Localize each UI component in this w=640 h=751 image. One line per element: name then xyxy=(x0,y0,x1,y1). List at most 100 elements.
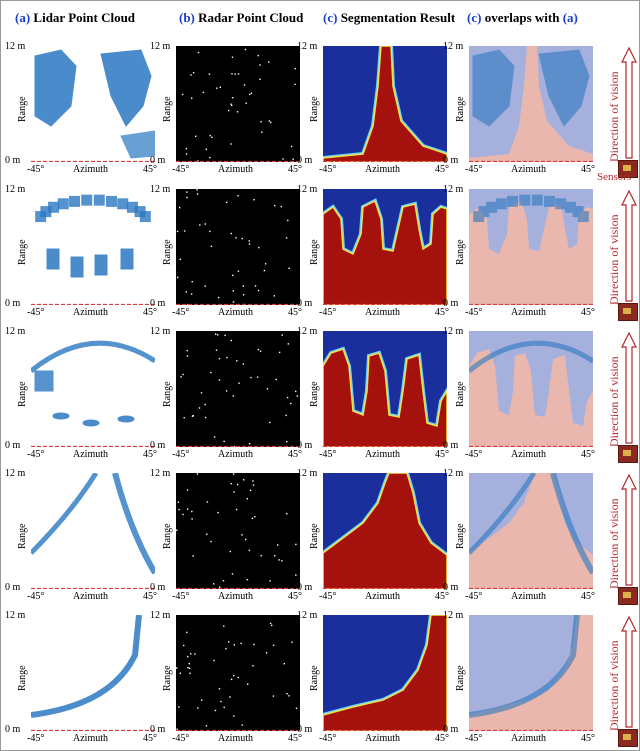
segmentation-panel xyxy=(323,46,447,162)
y-bottom-label: 0 m xyxy=(443,582,459,593)
range-label: Range xyxy=(162,239,173,265)
lidar-panel xyxy=(31,615,155,731)
overlap-panel xyxy=(469,615,593,731)
range-label: Range xyxy=(455,381,466,407)
y-top-label: 12 m xyxy=(443,326,464,337)
direction-arrow-icon xyxy=(621,615,637,728)
sensors-label: Sensors xyxy=(597,171,632,183)
y-bottom-label: 0 m xyxy=(150,440,166,451)
azimuth-label: Azimuth xyxy=(511,449,546,460)
azimuth-label: Azimuth xyxy=(218,307,253,318)
y-top-label: 12 m xyxy=(443,41,464,52)
header-radar: (b) Radar Point Cloud xyxy=(179,10,304,25)
x-left-label: -45° xyxy=(465,307,483,318)
header-segmentation: (c) Segmentation Result xyxy=(323,10,456,25)
x-right-label: 45° xyxy=(435,164,449,175)
x-left-label: -45° xyxy=(172,307,190,318)
x-right-label: 45° xyxy=(143,449,157,460)
y-bottom-label: 0 m xyxy=(5,155,21,166)
x-right-label: 45° xyxy=(288,164,302,175)
azimuth-label: Azimuth xyxy=(365,733,400,744)
x-right-label: 45° xyxy=(581,449,595,460)
x-left-label: -45° xyxy=(319,307,337,318)
x-right-label: 45° xyxy=(288,733,302,744)
y-top-label: 12 m xyxy=(443,610,464,621)
azimuth-label: Azimuth xyxy=(365,307,400,318)
radar-panel xyxy=(176,473,300,589)
azimuth-label: Azimuth xyxy=(218,591,253,602)
azimuth-label: Azimuth xyxy=(365,449,400,460)
y-top-label: 12 m xyxy=(150,184,171,195)
y-top-label: 12 m xyxy=(5,468,26,479)
lidar-panel xyxy=(31,331,155,447)
sensor-icon xyxy=(618,445,638,463)
lidar-panel xyxy=(31,473,155,589)
y-bottom-label: 0 m xyxy=(150,724,166,735)
x-right-label: 45° xyxy=(581,164,595,175)
y-bottom-label: 0 m xyxy=(443,724,459,735)
azimuth-label: Azimuth xyxy=(511,307,546,318)
y-top-label: 12 m xyxy=(297,610,318,621)
range-label: Range xyxy=(309,665,320,691)
range-label: Range xyxy=(162,665,173,691)
y-bottom-label: 0 m xyxy=(150,298,166,309)
segmentation-panel xyxy=(323,331,447,447)
direction-label: Direction of vision xyxy=(607,498,621,589)
y-bottom-label: 0 m xyxy=(297,440,313,451)
y-top-label: 12 m xyxy=(297,326,318,337)
radar-panel xyxy=(176,615,300,731)
y-top-label: 12 m xyxy=(5,184,26,195)
x-right-label: 45° xyxy=(435,733,449,744)
x-right-label: 45° xyxy=(288,307,302,318)
azimuth-label: Azimuth xyxy=(73,449,108,460)
y-bottom-label: 0 m xyxy=(297,582,313,593)
direction-arrow-icon xyxy=(621,473,637,586)
y-bottom-label: 0 m xyxy=(443,155,459,166)
direction-arrow-icon xyxy=(621,189,637,302)
azimuth-label: Azimuth xyxy=(365,591,400,602)
y-bottom-label: 0 m xyxy=(5,440,21,451)
azimuth-label: Azimuth xyxy=(73,733,108,744)
x-left-label: -45° xyxy=(27,733,45,744)
y-bottom-label: 0 m xyxy=(5,724,21,735)
y-top-label: 12 m xyxy=(297,184,318,195)
range-label: Range xyxy=(17,523,28,549)
y-bottom-label: 0 m xyxy=(150,582,166,593)
overlap-panel xyxy=(469,189,593,305)
azimuth-label: Azimuth xyxy=(218,733,253,744)
direction-label: Direction of vision xyxy=(607,71,621,162)
x-left-label: -45° xyxy=(319,449,337,460)
azimuth-label: Azimuth xyxy=(511,164,546,175)
direction-label: Direction of vision xyxy=(607,640,621,731)
y-top-label: 12 m xyxy=(150,326,171,337)
range-label: Range xyxy=(309,523,320,549)
x-right-label: 45° xyxy=(581,733,595,744)
x-right-label: 45° xyxy=(435,449,449,460)
x-left-label: -45° xyxy=(172,164,190,175)
direction-arrow-icon xyxy=(621,46,637,159)
x-left-label: -45° xyxy=(172,733,190,744)
range-label: Range xyxy=(455,523,466,549)
x-left-label: -45° xyxy=(27,164,45,175)
x-left-label: -45° xyxy=(27,449,45,460)
azimuth-label: Azimuth xyxy=(511,591,546,602)
sensor-icon xyxy=(618,303,638,321)
x-left-label: -45° xyxy=(172,591,190,602)
x-right-label: 45° xyxy=(143,591,157,602)
segmentation-panel xyxy=(323,189,447,305)
radar-panel xyxy=(176,46,300,162)
range-label: Range xyxy=(309,381,320,407)
x-right-label: 45° xyxy=(143,733,157,744)
y-top-label: 12 m xyxy=(150,610,171,621)
x-right-label: 45° xyxy=(435,307,449,318)
y-bottom-label: 0 m xyxy=(5,298,21,309)
x-left-label: -45° xyxy=(319,591,337,602)
x-left-label: -45° xyxy=(319,733,337,744)
range-label: Range xyxy=(17,381,28,407)
azimuth-label: Azimuth xyxy=(511,733,546,744)
y-bottom-label: 0 m xyxy=(297,155,313,166)
azimuth-label: Azimuth xyxy=(218,164,253,175)
range-label: Range xyxy=(309,96,320,122)
y-top-label: 12 m xyxy=(297,468,318,479)
segmentation-panel xyxy=(323,615,447,731)
